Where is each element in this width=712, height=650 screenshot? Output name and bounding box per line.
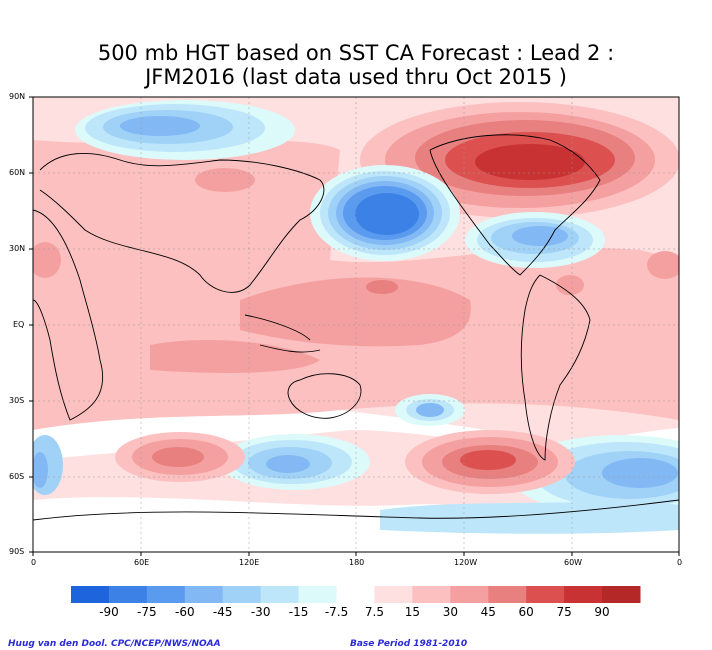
lat-label-60n: 60N (9, 168, 26, 177)
colorbar-tick-label: 60 (518, 605, 534, 619)
lat-label-eq: EQ (13, 320, 25, 329)
lat-label-60s: 60S (9, 472, 25, 481)
anomaly-field (33, 97, 679, 552)
colorbar-tick-label: -90 (99, 605, 119, 619)
lon-label-180: 180 (349, 558, 365, 567)
colorbar-tick-label: 90 (594, 605, 610, 619)
colorbar-swatch (488, 586, 527, 603)
indian-ocean-positive (150, 340, 320, 373)
colorbar-tick-label: -45 (212, 605, 233, 619)
colorbar-tick-label: -30 (250, 605, 271, 619)
colorbar-swatch (526, 586, 565, 603)
colorbar-tick-label: 15 (404, 605, 421, 619)
tropical-positive-center (240, 277, 471, 347)
lat-lon-grid (33, 97, 679, 552)
central-pacific-core (366, 280, 398, 294)
colorbar-swatch (184, 586, 224, 603)
atlantic-positive (647, 251, 679, 279)
sh-indian-high-core (152, 447, 204, 467)
colorbar-swatch (336, 586, 375, 603)
npac-low-core (355, 193, 419, 235)
credit-author: Huug van den Dool. CPC/NCEP/NWS/NOAA (8, 639, 221, 649)
africa-positive (33, 242, 61, 278)
nh-positive-4 (475, 144, 585, 180)
colorbar-tick-label: -60 (174, 605, 195, 619)
colorbar-tick-label: -7.5 (324, 605, 349, 619)
colorbar-swatch (450, 586, 489, 603)
eus-low-core (512, 226, 568, 246)
arctic-low-core (120, 116, 200, 136)
colorbar-tick-label: -75 (137, 605, 157, 619)
lat-label-30s: 30S (9, 396, 25, 405)
colorbar-swatch (222, 586, 262, 603)
colorbar-swatch (298, 586, 338, 603)
colorbar-tick-label: 75 (556, 605, 572, 619)
colorbar-swatch (71, 586, 110, 603)
credit-base-period: Base Period 1981-2010 (350, 639, 468, 649)
lon-label-60e: 60E (134, 558, 150, 567)
lon-label-60w: 60W (564, 558, 583, 567)
colorbar-tick-label: 45 (480, 605, 496, 619)
colorbar-swatch (108, 586, 148, 603)
asia-positive (195, 168, 255, 192)
south-america-north-positive (556, 275, 584, 295)
sh-indian-low-core (266, 455, 310, 473)
colorbar-swatch (374, 586, 413, 603)
map-title-line2: JFM2016 (last data used thru Oct 2015 ) (145, 65, 567, 89)
lon-label-0-right: 0 (677, 558, 683, 567)
lat-label-90n: 90N (9, 92, 26, 101)
sh-africa-low-core (33, 452, 48, 488)
lat-label-90s: 90S (9, 547, 25, 556)
sh-pacific-low-core (416, 403, 444, 417)
sh-atlantic-low-core (602, 458, 678, 488)
sh-pacific-high-core (460, 450, 516, 470)
coastlines (33, 134, 679, 521)
colorbar-swatch (146, 586, 186, 603)
colorbar (71, 586, 641, 603)
lon-label-0-left: 0 (31, 558, 37, 567)
colorbar-tick-label: 7.5 (364, 605, 384, 619)
map-title-line1: 500 mb HGT based on SST CA Forecast : Le… (97, 41, 615, 65)
colorbar-swatch (412, 586, 451, 603)
colorbar-tick-label: 30 (442, 605, 458, 619)
lat-label-30n: 30N (9, 244, 26, 253)
axis-ticks (29, 96, 680, 556)
colorbar-swatch (602, 586, 641, 603)
lon-label-120w: 120W (454, 558, 478, 567)
lon-label-120e: 120E (239, 558, 260, 567)
colorbar-swatch (564, 586, 603, 603)
colorbar-tick-label: -15 (288, 605, 309, 619)
colorbar-swatch (260, 586, 300, 603)
